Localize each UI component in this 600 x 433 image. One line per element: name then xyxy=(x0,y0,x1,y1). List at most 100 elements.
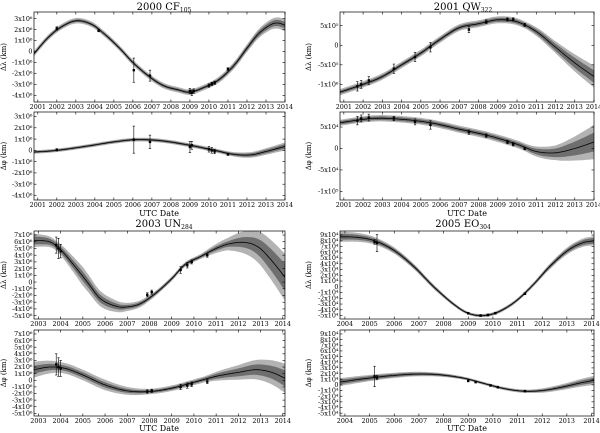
x-tick-label: 2010 xyxy=(485,320,501,328)
observation-point xyxy=(179,385,182,389)
observation-point xyxy=(523,147,526,150)
observation-point xyxy=(206,380,209,383)
delta-phi-panel: 2001 2002 2003 2004 2005 2006 2007 2008 2009 2010… xyxy=(318,111,600,209)
y-tick-label: 6x10⁴ xyxy=(320,248,339,256)
y-tick-label: 4x10⁶ xyxy=(14,350,33,358)
y-tick-label: 2x10⁶ xyxy=(14,26,33,34)
y-tick-label: 6x10⁴ xyxy=(320,347,339,355)
observation-point xyxy=(59,367,62,370)
plot-frame xyxy=(339,11,595,103)
plot-frame xyxy=(339,111,595,201)
x-tick-label: 2005 xyxy=(75,320,91,328)
observation-point xyxy=(150,290,153,294)
observation-point xyxy=(179,268,182,272)
x-tick-label: 2004 xyxy=(87,201,103,209)
observation-point xyxy=(474,380,477,384)
y-tick-label: 3x10⁶ xyxy=(14,357,33,365)
y-tick-label: 5x10⁶ xyxy=(14,245,33,253)
y-tick-label: 1x10⁶ xyxy=(14,370,33,378)
y-tick-label: 9x10⁴ xyxy=(320,330,339,338)
x-axis-label: UTC Date xyxy=(139,209,179,218)
x-tick-label: 2001 xyxy=(336,103,352,111)
y-tick-label: -2x10⁶ xyxy=(12,169,33,177)
plot-area xyxy=(34,17,285,96)
x-tick-label: 2005 xyxy=(361,417,377,425)
y-axis-label: Δλ (km) xyxy=(305,261,313,289)
x-tick-label: 2006 xyxy=(97,320,113,328)
y-tick-label: -3x10⁶ xyxy=(12,180,33,188)
chart-title: 2003 UN284 xyxy=(135,219,192,231)
x-tick-label: 2006 xyxy=(97,417,113,425)
x-tick-label: 2008 xyxy=(141,320,157,328)
y-tick-label: -3x10⁶ xyxy=(12,396,33,404)
chart-2003-un284: 2003 UN284 2003 2004 2005 2006 2007 2008 2009 2… xyxy=(0,219,291,433)
x-tick-label: 2007 xyxy=(144,201,160,209)
y-axis-label: Δλ (km) xyxy=(305,43,313,71)
observation-point xyxy=(190,260,193,264)
y-tick-label: 8x10⁴ xyxy=(320,237,339,245)
y-axis-label: Δφ (km) xyxy=(305,141,313,170)
uncertainty-band-inner xyxy=(340,116,594,158)
x-tick-label: 2004 xyxy=(53,417,69,425)
observation-point xyxy=(148,140,152,144)
plot-frame xyxy=(33,11,286,103)
y-tick-label: 7x10⁴ xyxy=(320,341,339,349)
x-tick-label: 2004 xyxy=(87,103,103,111)
uncertainty-band-inner xyxy=(340,17,594,94)
y-tick-label: 6x10⁶ xyxy=(14,238,33,246)
chart-title: 2000 CF105 xyxy=(137,2,192,14)
observation-point xyxy=(467,379,470,383)
observation-point xyxy=(55,243,58,247)
orbit-line xyxy=(34,366,285,393)
x-tick-label: 2013 xyxy=(559,417,575,425)
observation-point xyxy=(373,240,376,244)
x-tick-label: 2003 xyxy=(374,103,390,111)
x-tick-label: 2011 xyxy=(509,320,525,328)
y-tick-label: 0 xyxy=(334,145,338,153)
x-tick-label: 2005 xyxy=(361,320,377,328)
observation-point xyxy=(206,253,209,257)
plot-frame xyxy=(33,111,286,201)
y-tick-label: -3x10⁶ xyxy=(12,81,33,89)
orbit-line xyxy=(34,139,285,156)
x-tick-label: 2005 xyxy=(413,103,429,111)
y-tick-label: -2x10⁴ xyxy=(318,392,339,400)
y-tick-label: -4x10⁴ xyxy=(318,306,339,314)
plot-area xyxy=(340,365,594,393)
observation-point xyxy=(467,130,471,134)
observation-point xyxy=(190,383,193,386)
y-tick-label: 3x10⁴ xyxy=(320,364,339,372)
plot-frame xyxy=(339,329,595,417)
x-tick-label: 2014 xyxy=(275,417,291,425)
x-tick-label: 2011 xyxy=(220,201,236,209)
y-tick-label: 3x10⁴ xyxy=(320,266,339,274)
observation-point xyxy=(486,313,490,317)
observation-point xyxy=(367,116,371,119)
observation-point xyxy=(375,241,379,245)
x-tick-label: 2009 xyxy=(164,417,180,425)
x-tick-label: 2009 xyxy=(182,103,198,111)
plot-frame xyxy=(33,329,286,417)
x-tick-label: 2012 xyxy=(230,320,246,328)
y-tick-label: -5x10⁴ xyxy=(318,166,339,174)
y-tick-label: 1x10⁴ xyxy=(320,375,339,383)
observation-point xyxy=(213,81,216,84)
y-tick-label: 0 xyxy=(334,283,338,291)
x-tick-label: 2007 xyxy=(451,103,467,111)
uncertainty-band-outer xyxy=(340,371,594,393)
x-tick-label: 2012 xyxy=(547,103,563,111)
y-tick-label: 8x10⁴ xyxy=(320,336,339,344)
observation-point xyxy=(97,29,100,32)
observation-point xyxy=(506,18,509,21)
delta-phi-panel: 2003 2004 2005 2006 2007 2008 2009 2010 2011 2012… xyxy=(12,329,291,425)
observation-point xyxy=(413,120,417,124)
observation-point xyxy=(523,389,527,393)
x-tick-label: 2012 xyxy=(534,417,550,425)
x-tick-label: 2014 xyxy=(586,103,600,111)
observation-point xyxy=(132,68,136,72)
x-tick-label: 2008 xyxy=(163,103,179,111)
uncertainty-band-inner xyxy=(34,236,285,310)
x-tick-label: 2008 xyxy=(163,201,179,209)
x-tick-label: 2010 xyxy=(485,417,501,425)
x-tick-label: 2003 xyxy=(30,417,46,425)
